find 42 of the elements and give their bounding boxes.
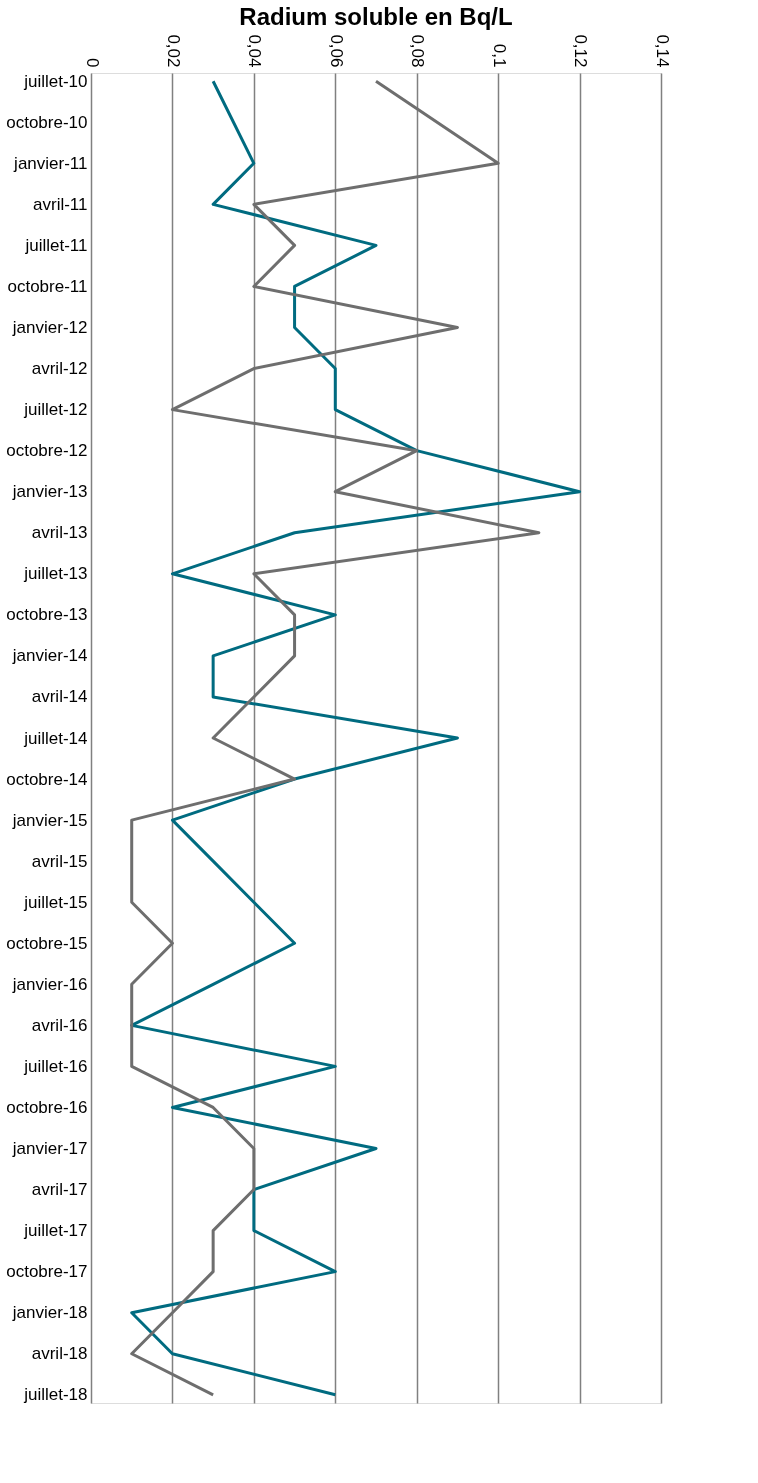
y-tick-label: octobre-10 bbox=[6, 112, 88, 132]
y-tick-label: octobre-14 bbox=[6, 769, 88, 789]
y-tick-label: juillet-12 bbox=[23, 400, 88, 420]
x-tick-label: 0,08 bbox=[408, 34, 428, 68]
y-tick-label: juillet-15 bbox=[23, 892, 88, 912]
x-tick-label: 0 bbox=[82, 58, 102, 68]
y-tick-label: janvier-16 bbox=[11, 974, 88, 994]
y-tick-label: avril-18 bbox=[31, 1344, 88, 1364]
y-tick-label: janvier-13 bbox=[11, 482, 88, 502]
y-tick-label: juillet-13 bbox=[23, 564, 88, 584]
y-tick-label: avril-17 bbox=[31, 1180, 88, 1200]
y-tick-label: juillet-18 bbox=[23, 1385, 88, 1405]
y-tick-label: janvier-18 bbox=[11, 1303, 88, 1323]
y-tick-label: janvier-15 bbox=[11, 810, 88, 830]
x-tick-label: 0,06 bbox=[326, 34, 346, 68]
y-tick-label: avril-16 bbox=[31, 1015, 88, 1035]
y-tick-label: janvier-17 bbox=[11, 1138, 88, 1158]
y-tick-label: janvier-11 bbox=[13, 153, 88, 173]
y-tick-label: octobre-11 bbox=[7, 276, 88, 296]
y-tick-label: octobre-12 bbox=[6, 441, 88, 461]
y-tick-label: octobre-16 bbox=[6, 1097, 88, 1117]
y-tick-label: avril-12 bbox=[31, 359, 88, 379]
x-tick-label: 0,02 bbox=[163, 34, 183, 68]
y-tick-label: juillet-14 bbox=[23, 728, 88, 748]
y-tick-label: avril-11 bbox=[33, 194, 88, 214]
y-tick-label: avril-15 bbox=[31, 851, 88, 871]
x-tick-label: 0,1 bbox=[489, 43, 509, 68]
y-tick-label: janvier-14 bbox=[11, 646, 88, 666]
y-tick-label: avril-13 bbox=[31, 523, 88, 543]
x-tick-label: 0,04 bbox=[245, 34, 265, 68]
y-tick-label: octobre-17 bbox=[6, 1262, 88, 1282]
y-tick-label: octobre-15 bbox=[6, 933, 88, 953]
y-tick-label: juillet-17 bbox=[23, 1221, 88, 1241]
y-tick-label: juillet-10 bbox=[23, 71, 88, 91]
x-tick-label: 0,12 bbox=[571, 34, 591, 68]
y-tick-label: avril-14 bbox=[31, 687, 88, 707]
y-tick-label: juillet-16 bbox=[23, 1056, 88, 1076]
y-tick-label: octobre-13 bbox=[6, 605, 88, 625]
y-tick-label: janvier-12 bbox=[11, 318, 88, 338]
x-axis-title: Radium soluble en Bq/L bbox=[239, 2, 513, 30]
y-tick-label: juillet-11 bbox=[24, 235, 88, 255]
x-tick-label: 0,14 bbox=[652, 34, 672, 68]
